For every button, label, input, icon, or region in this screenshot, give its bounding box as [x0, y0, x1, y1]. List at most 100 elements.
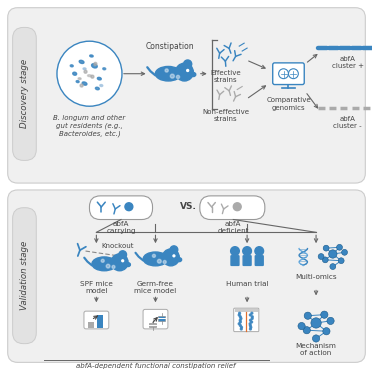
Circle shape: [231, 247, 239, 255]
Text: Validation stage: Validation stage: [20, 241, 29, 310]
Circle shape: [249, 325, 251, 327]
Text: abfA
carrying: abfA carrying: [106, 220, 136, 234]
Bar: [97, 315, 104, 328]
Text: abfA
deficient: abfA deficient: [217, 220, 249, 234]
Text: Germ-free
mice model: Germ-free mice model: [134, 280, 177, 294]
Circle shape: [239, 320, 241, 321]
Circle shape: [106, 264, 110, 268]
Circle shape: [241, 326, 242, 328]
Text: Discovery stage: Discovery stage: [20, 59, 29, 128]
Circle shape: [337, 244, 342, 250]
Text: VS.: VS.: [180, 202, 196, 211]
Circle shape: [327, 317, 334, 324]
Ellipse shape: [92, 257, 117, 271]
Circle shape: [94, 62, 97, 65]
Circle shape: [176, 63, 194, 81]
Text: Comparative
genomics: Comparative genomics: [266, 98, 311, 111]
Ellipse shape: [103, 68, 106, 70]
FancyBboxPatch shape: [90, 196, 153, 219]
Ellipse shape: [79, 60, 84, 63]
Circle shape: [312, 335, 320, 342]
Circle shape: [311, 318, 321, 328]
Circle shape: [251, 321, 252, 323]
Circle shape: [249, 323, 251, 325]
Text: Knockout: Knockout: [102, 243, 134, 249]
FancyBboxPatch shape: [84, 311, 109, 329]
Circle shape: [251, 318, 253, 320]
FancyBboxPatch shape: [255, 256, 263, 266]
Circle shape: [165, 69, 168, 72]
Ellipse shape: [126, 263, 130, 267]
Text: abfA
cluster -: abfA cluster -: [333, 116, 362, 129]
Ellipse shape: [191, 72, 196, 76]
Circle shape: [240, 318, 242, 320]
Circle shape: [233, 203, 241, 211]
Ellipse shape: [87, 75, 92, 76]
Circle shape: [101, 259, 104, 262]
Text: B. longum and other
gut residents (e.g.,
Bacteroides, etc.): B. longum and other gut residents (e.g.,…: [53, 115, 126, 138]
Circle shape: [125, 203, 133, 211]
Circle shape: [184, 60, 192, 68]
FancyBboxPatch shape: [234, 308, 259, 332]
Circle shape: [158, 259, 161, 263]
Circle shape: [112, 266, 115, 268]
Ellipse shape: [177, 258, 182, 262]
Ellipse shape: [92, 64, 97, 68]
Text: Constipation: Constipation: [146, 42, 195, 51]
Ellipse shape: [143, 252, 168, 266]
Ellipse shape: [78, 78, 81, 80]
Text: Multi-omics: Multi-omics: [295, 274, 337, 280]
Circle shape: [162, 249, 179, 266]
Bar: [149, 322, 156, 327]
Circle shape: [91, 75, 94, 78]
FancyBboxPatch shape: [13, 208, 36, 344]
Ellipse shape: [76, 81, 79, 82]
Circle shape: [238, 323, 240, 325]
Circle shape: [249, 314, 251, 316]
Ellipse shape: [155, 66, 181, 81]
Circle shape: [176, 75, 180, 78]
FancyBboxPatch shape: [200, 196, 265, 219]
Circle shape: [338, 258, 344, 264]
Circle shape: [238, 312, 240, 314]
Ellipse shape: [83, 68, 86, 70]
Text: Mechanism
of action: Mechanism of action: [296, 343, 336, 356]
Ellipse shape: [70, 65, 73, 67]
Text: abfA-dependent functional constipation relief: abfA-dependent functional constipation r…: [76, 363, 235, 369]
Circle shape: [251, 312, 253, 314]
Circle shape: [163, 261, 166, 264]
FancyBboxPatch shape: [231, 256, 239, 266]
FancyBboxPatch shape: [243, 256, 251, 266]
Text: Effective
strains: Effective strains: [210, 70, 241, 83]
Circle shape: [342, 249, 348, 255]
Circle shape: [298, 322, 305, 330]
Circle shape: [187, 69, 189, 72]
Circle shape: [318, 254, 324, 260]
Circle shape: [330, 264, 336, 270]
Ellipse shape: [98, 77, 101, 80]
Circle shape: [240, 325, 241, 327]
Ellipse shape: [73, 72, 76, 75]
Text: Non-effective
strains: Non-effective strains: [202, 109, 249, 122]
Bar: [158, 316, 165, 321]
Text: Human trial: Human trial: [226, 280, 268, 286]
FancyBboxPatch shape: [8, 190, 365, 362]
Circle shape: [328, 250, 337, 258]
FancyBboxPatch shape: [8, 8, 365, 183]
Circle shape: [122, 260, 124, 262]
Bar: [87, 322, 94, 328]
Circle shape: [84, 70, 87, 73]
Circle shape: [323, 245, 329, 251]
Circle shape: [170, 246, 178, 254]
Ellipse shape: [90, 55, 93, 57]
Circle shape: [240, 328, 242, 330]
Circle shape: [80, 84, 83, 87]
Circle shape: [323, 328, 330, 335]
Bar: [234, 309, 258, 312]
Ellipse shape: [95, 87, 99, 90]
Circle shape: [249, 320, 251, 321]
Circle shape: [119, 251, 126, 258]
Text: abfA
cluster +: abfA cluster +: [332, 56, 364, 69]
Circle shape: [303, 327, 310, 334]
Circle shape: [321, 311, 328, 318]
